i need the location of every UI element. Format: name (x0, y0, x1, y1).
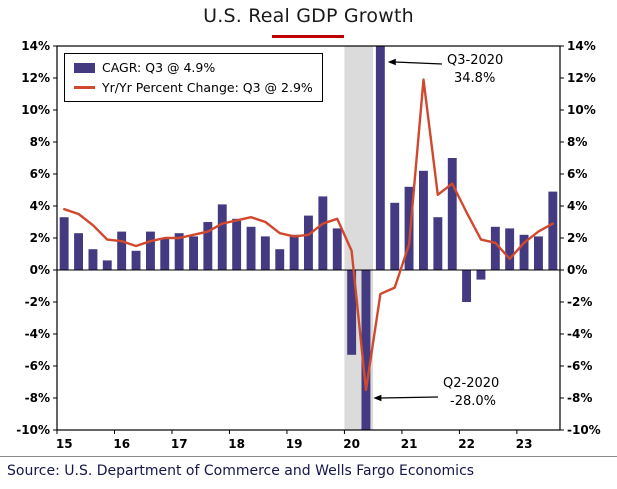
cagr-bar (476, 270, 486, 280)
cagr-bar (347, 270, 357, 355)
y-axis-tick-left: 6% (30, 167, 50, 181)
cagr-bar (232, 218, 242, 270)
cagr-bar (505, 228, 515, 270)
x-axis-tick: 19 (286, 437, 303, 451)
cagr-bar (361, 270, 371, 430)
cagr-bar (189, 236, 198, 270)
cagr-bar (74, 233, 83, 270)
cagr-bar (534, 236, 543, 270)
y-axis-tick-left: -4% (25, 327, 50, 341)
annotation-q2-2020-line2: -28.0% (450, 394, 496, 410)
cagr-bar (275, 249, 285, 270)
y-axis-tick-right: -4% (567, 327, 592, 341)
y-axis-tick-right: 4% (567, 199, 587, 213)
y-axis-tick-right: 8% (567, 135, 587, 149)
cagr-bar (102, 260, 112, 270)
cagr-bar (246, 226, 256, 270)
cagr-bar (548, 191, 558, 270)
cagr-bar (59, 217, 69, 270)
cagr-bar (433, 217, 443, 270)
bar-series-swatch-icon (74, 62, 95, 73)
legend: CAGR: Q3 @ 4.9% Yr/Yr Percent Change: Q3… (64, 53, 323, 102)
annotation-arrow-icon (387, 58, 396, 66)
title-underline (272, 35, 344, 38)
y-axis-tick-left: -8% (25, 391, 50, 405)
cagr-bar (447, 158, 457, 270)
cagr-bar (146, 231, 155, 270)
cagr-bar (490, 226, 500, 270)
x-axis-tick: 15 (56, 437, 73, 451)
source-text: Source: U.S. Department of Commerce and … (7, 463, 475, 479)
x-axis-tick: 23 (516, 437, 533, 451)
cagr-bar (419, 170, 428, 270)
y-axis-tick-right: -2% (567, 295, 592, 309)
annotation-q3-2020-line1: Q3-2020 (447, 53, 504, 68)
y-axis-tick-left: -10% (16, 423, 50, 437)
y-axis-tick-left: 14% (21, 39, 50, 53)
y-axis-tick-left: 4% (30, 199, 50, 213)
x-axis-tick: 20 (343, 437, 360, 451)
y-axis-tick-left: 8% (30, 135, 50, 149)
cagr-bar (519, 234, 529, 270)
cagr-bar (404, 186, 414, 270)
y-axis-tick-left: -6% (25, 359, 50, 373)
cagr-bar (131, 250, 141, 270)
y-axis-tick-right: 2% (567, 231, 587, 245)
cagr-bar (304, 215, 313, 270)
cagr-bar (462, 270, 471, 302)
legend-label-cagr: CAGR: Q3 @ 4.9% (102, 60, 216, 75)
annotation-q3-2020: Q3-2020 34.8% (447, 52, 503, 88)
annotation-q3-2020-line2: 34.8% (454, 71, 496, 87)
y-axis-tick-right: 14% (567, 39, 596, 53)
y-axis-tick-left: 0% (30, 263, 50, 277)
cagr-bar (174, 233, 184, 270)
cagr-bar (117, 231, 127, 270)
y-axis-tick-right: -10% (567, 423, 601, 437)
y-axis-tick-left: -2% (25, 295, 50, 309)
cagr-bar (332, 228, 342, 270)
y-axis-tick-right: 0% (567, 263, 587, 277)
x-axis-tick: 17 (171, 437, 188, 451)
cagr-bar (203, 222, 213, 270)
y-axis-tick-left: 12% (21, 71, 50, 85)
line-series-swatch-icon (74, 86, 95, 89)
x-axis-tick: 21 (401, 437, 418, 451)
cagr-bar (260, 236, 270, 270)
x-axis-tick: 18 (228, 437, 245, 451)
y-axis-tick-right: 10% (567, 103, 596, 117)
y-axis-tick-right: 12% (567, 71, 596, 85)
y-axis-tick-left: 2% (30, 231, 50, 245)
annotation-q2-2020: Q2-2020 -28.0% (443, 375, 499, 411)
cagr-bar (390, 202, 400, 270)
cagr-bar (318, 196, 328, 270)
legend-entry-yoy: Yr/Yr Percent Change: Q3 @ 2.9% (74, 80, 313, 95)
annotation-q2-2020-line1: Q2-2020 (443, 376, 500, 391)
cagr-bar (217, 204, 227, 270)
legend-entry-cagr: CAGR: Q3 @ 4.9% (74, 60, 313, 75)
chart-title: U.S. Real GDP Growth (203, 5, 414, 27)
y-axis-tick-right: 6% (567, 167, 587, 181)
annotation-arrow-icon (373, 394, 382, 402)
y-axis-tick-right: -8% (567, 391, 592, 405)
y-axis-tick-left: 10% (21, 103, 50, 117)
cagr-bar (375, 46, 385, 270)
x-axis-tick: 22 (458, 437, 475, 451)
x-axis-tick: 16 (113, 437, 130, 451)
cagr-bar (88, 249, 98, 270)
yoy-line (62, 78, 554, 392)
cagr-bar (160, 238, 170, 270)
legend-label-yoy: Yr/Yr Percent Change: Q3 @ 2.9% (102, 80, 313, 95)
source-divider (0, 456, 617, 457)
y-axis-tick-right: -6% (567, 359, 592, 373)
cagr-bar (289, 234, 299, 270)
